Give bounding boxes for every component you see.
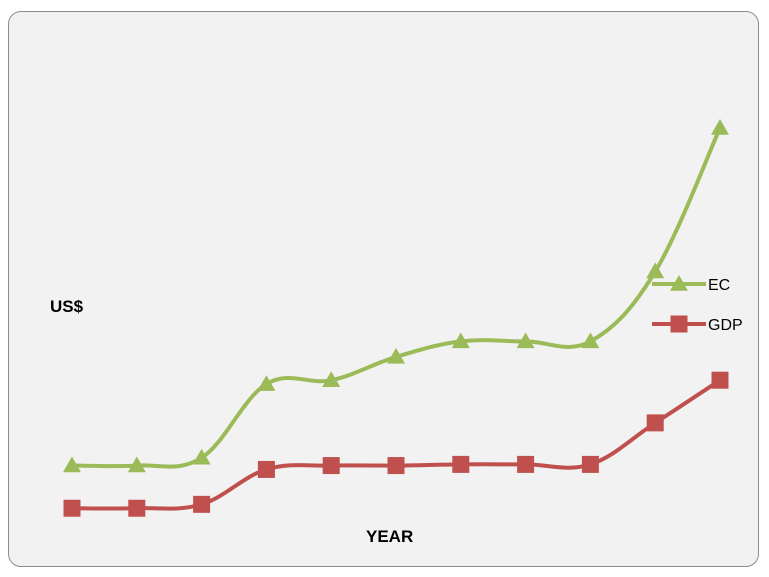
line-chart: US$ YEAR EC GDP [50, 119, 743, 546]
data-point-ec-1 [63, 456, 81, 473]
data-point-ec-2 [127, 456, 146, 473]
chart-area: US$ YEAR EC GDP [8, 11, 759, 567]
data-point-gdp-8 [517, 455, 535, 473]
legend: EC GDP [652, 275, 743, 334]
series-line-gdp [70, 378, 722, 511]
data-point-gdp-1 [63, 499, 81, 517]
legend-swatch-gdp [652, 315, 706, 333]
legend-label-ec: EC [708, 277, 730, 294]
data-point-ec-5 [322, 371, 341, 387]
legend-item-gdp: GDP [652, 315, 743, 334]
data-point-gdp-2 [128, 499, 146, 517]
legend-swatch-ec [652, 275, 706, 291]
data-point-gdp-3 [193, 495, 211, 513]
data-point-ec-4 [257, 375, 276, 391]
data-point-ec-8 [516, 332, 535, 349]
plot-series [63, 119, 729, 517]
data-point-gdp-6 [387, 457, 405, 475]
legend-marker-ec [670, 275, 688, 291]
data-point-gdp-7 [452, 455, 470, 473]
data-point-gdp-5 [322, 457, 340, 475]
legend-marker-gdp [670, 315, 688, 333]
data-point-ec-3 [192, 448, 211, 465]
data-point-ec-11 [711, 119, 729, 135]
x-axis-title: YEAR [366, 527, 413, 546]
data-point-ec-10 [646, 262, 665, 279]
data-point-gdp-9 [581, 455, 599, 473]
data-point-gdp-11 [711, 371, 729, 389]
y-axis-title: US$ [50, 297, 84, 316]
legend-item-ec: EC [652, 275, 730, 294]
data-point-gdp-10 [646, 414, 664, 432]
legend-label-gdp: GDP [708, 317, 743, 334]
data-point-ec-7 [451, 332, 470, 349]
data-point-ec-9 [581, 332, 600, 349]
data-point-gdp-4 [257, 460, 275, 478]
data-point-ec-6 [387, 347, 405, 364]
series-line-ec [70, 126, 722, 469]
